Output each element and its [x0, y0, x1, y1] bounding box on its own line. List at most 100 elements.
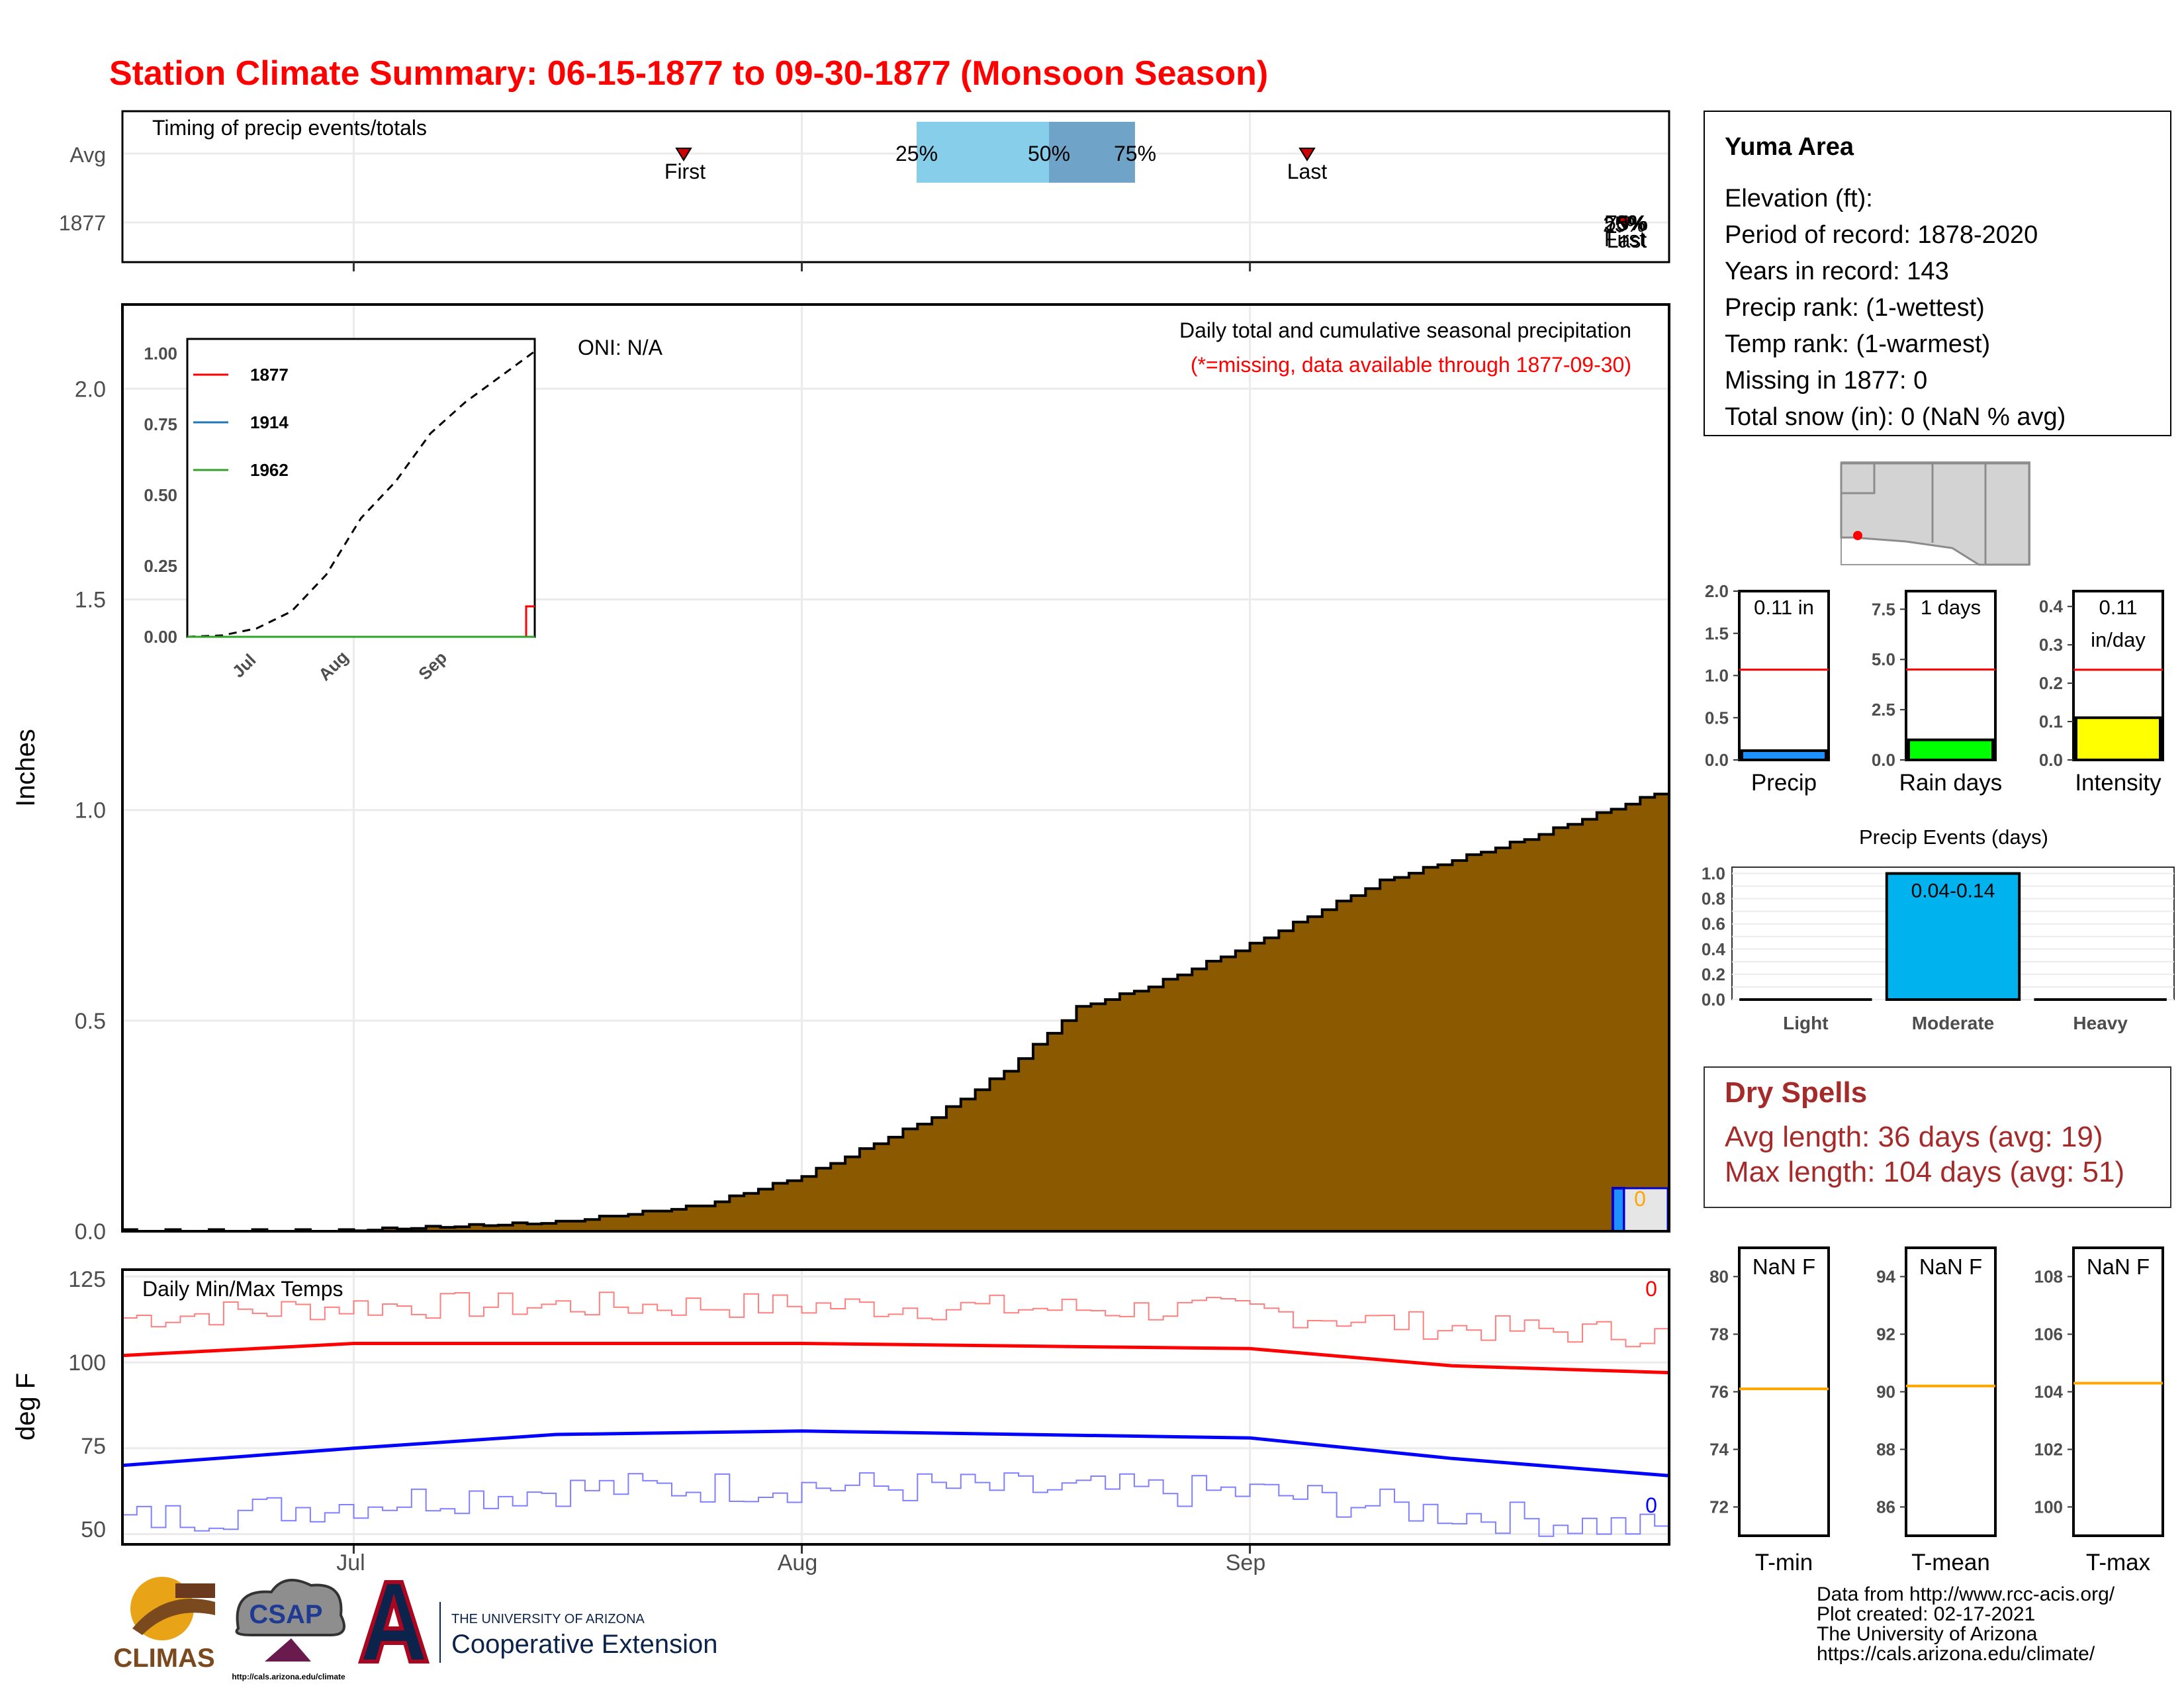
info-line-period: Period of record: 1878-2020: [1725, 221, 2038, 249]
info-line-precip-rank: Precip rank: (1-wettest): [1725, 294, 1985, 322]
avg-last-label: Last: [1287, 160, 1328, 183]
mini-bar-label: Rain days: [1899, 770, 2003, 796]
temp-missing-max: 0: [1645, 1277, 1657, 1301]
temp-box-label: T-min: [1755, 1550, 1813, 1575]
footer-line-4: https://cals.arizona.edu/climate/: [1817, 1643, 2095, 1665]
events-bar-label: 0.04-0.14: [1911, 880, 1995, 902]
events-ytick: 0.0: [1702, 990, 1725, 1009]
tmin-daily-line: [122, 1472, 1670, 1537]
map-states: [1840, 462, 2030, 566]
temp-ytick-75: 75: [81, 1434, 106, 1459]
csap-mountain-icon: [265, 1638, 311, 1662]
precip-ytick: 0.5: [75, 1009, 106, 1034]
inset-ytick-2: 0.50: [144, 485, 177, 505]
temp-missing-min: 0: [1645, 1493, 1657, 1517]
mini-bar-ytick: 1.5: [1705, 624, 1729, 643]
events-category-label: Heavy: [2073, 1013, 2128, 1033]
ua-top-text: THE UNIVERSITY OF ARIZONA: [451, 1612, 645, 1626]
mini-bar-ytick: 1.0: [1705, 666, 1729, 686]
temp-box-ytick: 102: [2034, 1440, 2063, 1460]
events-title: Precip Events (days): [1859, 825, 2048, 849]
mini-bar-ytick: 2.0: [1705, 581, 1729, 601]
mini-bar-label: Precip: [1751, 770, 1817, 796]
ua-bottom-text: Cooperative Extension: [451, 1630, 717, 1659]
temp-box-t-mean: NaN F T-mean 86 88 90 92 94: [1876, 1246, 1997, 1575]
tmax-daily-line: [122, 1291, 1670, 1348]
temp-box-ytick: 104: [2034, 1382, 2064, 1402]
xtick-jul: Jul: [336, 1550, 365, 1575]
temp-box-label: T-mean: [1911, 1550, 1990, 1575]
q50-label: 50%: [1028, 142, 1070, 165]
precip-ylabel: Inches: [11, 729, 40, 807]
csap-logo: CSAP http://cals.arizona.edu/climate: [232, 1579, 345, 1681]
temp-box-t-max: NaN F T-max 100 102 104 106 108: [2034, 1246, 2164, 1575]
temp-panel-border: [121, 1268, 1670, 1546]
inset-ytick-3: 0.75: [144, 414, 177, 434]
mini-bar-value-text: 1 days: [1921, 596, 1981, 619]
mini-bar-intensity: 0.11 in/day Intensity 0.0 0.1 0.2 0.3 0.4: [2039, 590, 2164, 796]
events-ytick: 0.2: [1702, 964, 1725, 984]
page-title: Station Climate Summary: 06-15-1877 to 0…: [109, 54, 1268, 93]
row1877-q75: 75%: [1606, 211, 1648, 235]
info-line-elevation: Elevation (ft):: [1725, 185, 1873, 212]
mini-bar-ytick: 0.1: [2039, 712, 2063, 731]
precip-ytick: 1.5: [75, 587, 106, 612]
row1877-overlap-labels: 75% 50% 25% First Last: [1603, 211, 1648, 252]
temp-box-frame: [1905, 1246, 1997, 1537]
temp-box-frame: [1738, 1246, 1830, 1537]
footer-line-2: Plot created: 02-17-2021: [1817, 1603, 2035, 1625]
mini-bar-charts: 0.11 in Precip 0.0 0.5 1.0 1.5 2.0 1 days Rain d…: [1705, 581, 2164, 796]
precip-ytick: 2.0: [75, 377, 106, 402]
info-line-missing: Missing in 1877: 0: [1725, 367, 1927, 395]
temp-box-ytick: 74: [1709, 1440, 1729, 1460]
info-line-years: Years in record: 143: [1725, 258, 1949, 285]
footer-credits: Data from http://www.rcc-acis.org/ Plot …: [1817, 1583, 2115, 1665]
mini-bar-ytick: 0.0: [1705, 750, 1729, 770]
temp-ylabel: deg F: [11, 1373, 40, 1440]
avg-first-label: First: [664, 160, 705, 183]
station-info-box: Yuma Area Elevation (ft): Period of reco…: [1704, 111, 2171, 436]
temp-box-ytick: 80: [1709, 1267, 1729, 1287]
timing-row-1877: 1877: [59, 211, 106, 235]
dry-spells-max: Max length: 104 days (avg: 51): [1725, 1156, 2124, 1188]
quartile-25-50: [917, 122, 1049, 183]
footer-line-1: Data from http://www.rcc-acis.org/: [1817, 1583, 2115, 1605]
events-bar-moderate: [1885, 872, 2021, 1001]
mini-bar-ytick: 2.5: [1872, 700, 1895, 720]
ua-a-icon: [357, 1580, 430, 1664]
mini-bar-ytick: 5.0: [1872, 649, 1895, 669]
temp-panel: Daily Min/Max Temps 0 0 deg F 50 75 100 …: [11, 1267, 1670, 1575]
footer-line-3: The University of Arizona: [1817, 1623, 2038, 1645]
temp-ytick-125: 125: [68, 1267, 106, 1292]
dry-spells-avg: Avg length: 36 days (avg: 19): [1725, 1121, 2103, 1153]
temp-box-value: NaN F: [2087, 1254, 2150, 1279]
temp-box-ytick: 76: [1709, 1382, 1729, 1402]
tmin-average-line: [122, 1429, 1670, 1477]
csap-cloud-icon: [235, 1579, 345, 1636]
temp-title: Daily Min/Max Temps: [142, 1277, 343, 1301]
dry-spells-box: Dry Spells Avg length: 36 days (avg: 19)…: [1704, 1066, 2171, 1208]
info-line-snow: Total snow (in): 0 (NaN % avg): [1725, 403, 2066, 431]
precip-ytick: 1.0: [75, 798, 106, 823]
mini-bar-ytick: 7.5: [1872, 599, 1895, 619]
inset-ytick-4: 1.00: [144, 344, 177, 363]
ua-logo: THE UNIVERSITY OF ARIZONA Cooperative Ex…: [357, 1580, 717, 1664]
q75-label: 75%: [1114, 142, 1156, 165]
events-ytick: 1.0: [1702, 864, 1725, 884]
info-box-frame: [1704, 111, 2171, 436]
temp-box-ytick: 108: [2034, 1267, 2063, 1287]
mini-bar-ytick: 0.0: [2039, 750, 2063, 770]
precip-header: Daily total and cumulative seasonal prec…: [1179, 318, 1631, 342]
station-location-dot: [1853, 531, 1862, 540]
temp-ytick-100: 100: [68, 1350, 106, 1376]
temp-box-ytick: 106: [2034, 1325, 2063, 1344]
precip-ytick: 0.0: [75, 1219, 106, 1244]
climas-swoosh-icon: [132, 1599, 215, 1635]
climas-wordmark: CLIMAS: [113, 1644, 214, 1673]
climas-bar-icon: [175, 1583, 215, 1598]
mini-bar-ytick: 0.5: [1705, 708, 1729, 727]
events-ytick: 0.6: [1702, 914, 1725, 934]
timing-panel-frame: [121, 110, 1670, 263]
quartile-50-75: [1049, 122, 1135, 183]
